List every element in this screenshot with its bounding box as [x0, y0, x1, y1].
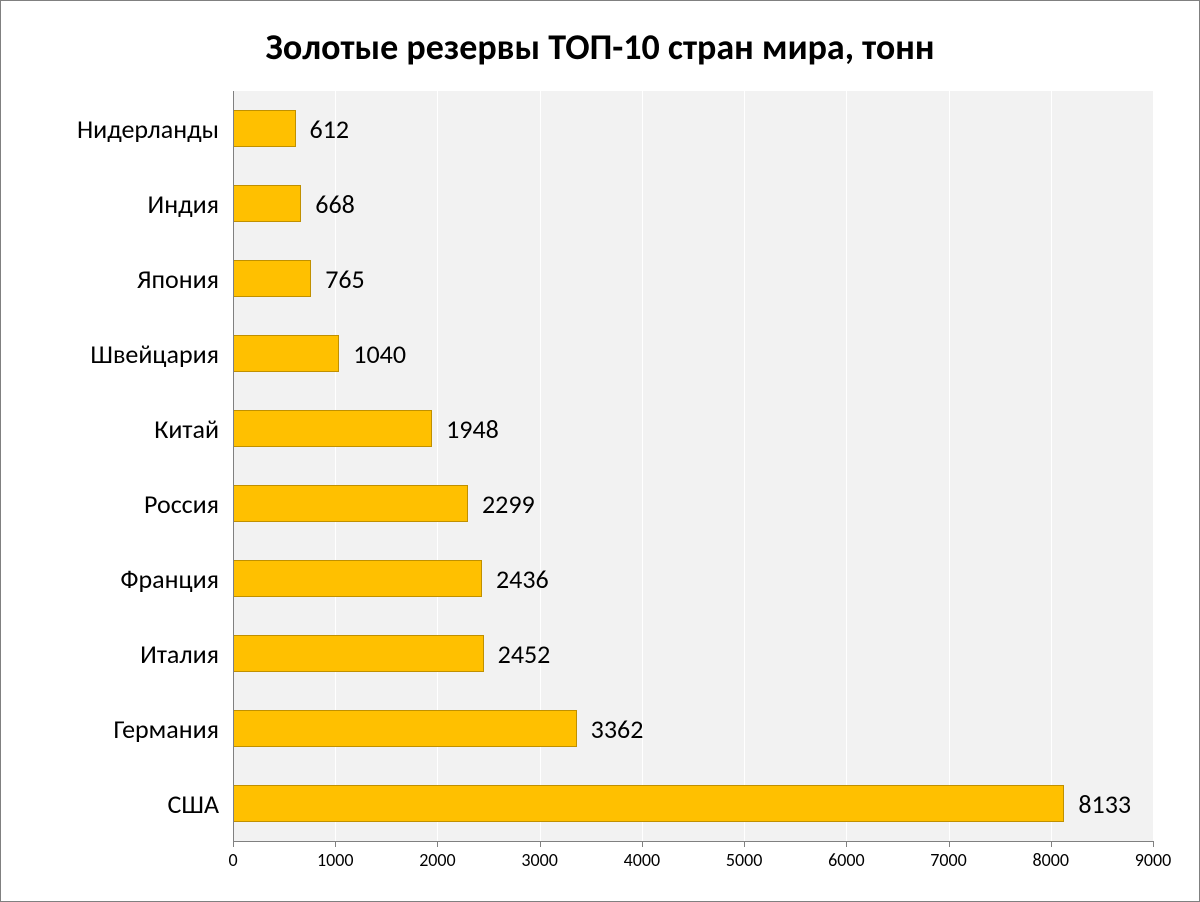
- bar: [233, 785, 1064, 823]
- gridline: [1153, 91, 1154, 841]
- bar-value-label: 1948: [446, 413, 499, 445]
- chart-title: Золотые резервы ТОП-10 стран мира, тонн: [1, 25, 1199, 69]
- bar-value-label: 2299: [482, 488, 535, 520]
- bar: [233, 710, 577, 748]
- x-tick-label: 3000: [521, 849, 558, 871]
- bar: [233, 635, 484, 673]
- y-category-label: Италия: [140, 638, 219, 670]
- bar: [233, 410, 432, 448]
- x-tick-label: 4000: [624, 849, 661, 871]
- y-category-label: Швейцария: [90, 338, 219, 370]
- bar-value-label: 2436: [496, 563, 549, 595]
- y-category-label: Китай: [154, 413, 219, 445]
- x-tick-label: 6000: [828, 849, 865, 871]
- y-category-label: Франция: [120, 563, 219, 595]
- gridline: [846, 91, 847, 841]
- bar: [233, 560, 482, 598]
- bar: [233, 185, 301, 223]
- x-axis-line: [233, 841, 1153, 842]
- gridline: [744, 91, 745, 841]
- bar-value-label: 612: [310, 113, 350, 145]
- x-tick-label: 0: [228, 849, 237, 871]
- y-category-label: Нидерланды: [77, 113, 219, 145]
- y-category-label: США: [168, 788, 219, 820]
- x-tick-label: 7000: [930, 849, 967, 871]
- bar-value-label: 668: [315, 188, 355, 220]
- x-tick-label: 2000: [419, 849, 456, 871]
- x-tick-label: 9000: [1135, 849, 1172, 871]
- y-axis-line: [233, 91, 234, 841]
- bar-value-label: 8133: [1078, 788, 1131, 820]
- x-tick-label: 1000: [317, 849, 354, 871]
- bar: [233, 335, 339, 373]
- y-category-label: Германия: [114, 713, 220, 745]
- plot-area: 612 668 765 1040 1948 2299 2436 2452 3362 8133: [233, 91, 1153, 841]
- x-tick: [1153, 841, 1154, 847]
- bar-value-label: 765: [325, 263, 365, 295]
- y-category-label: Япония: [137, 263, 219, 295]
- bar-value-label: 2452: [498, 638, 551, 670]
- bar-value-label: 3362: [591, 713, 644, 745]
- y-category-label: Индия: [148, 188, 219, 220]
- bar: [233, 260, 311, 298]
- gridline: [949, 91, 950, 841]
- bar-value-label: 1040: [353, 338, 406, 370]
- bar: [233, 110, 296, 148]
- x-tick-label: 8000: [1033, 849, 1070, 871]
- bar: [233, 485, 468, 523]
- chart-frame: Золотые резервы ТОП-10 стран мира, тонн …: [0, 0, 1200, 902]
- y-category-label: Россия: [144, 488, 219, 520]
- gridline: [1051, 91, 1052, 841]
- x-tick-label: 5000: [726, 849, 763, 871]
